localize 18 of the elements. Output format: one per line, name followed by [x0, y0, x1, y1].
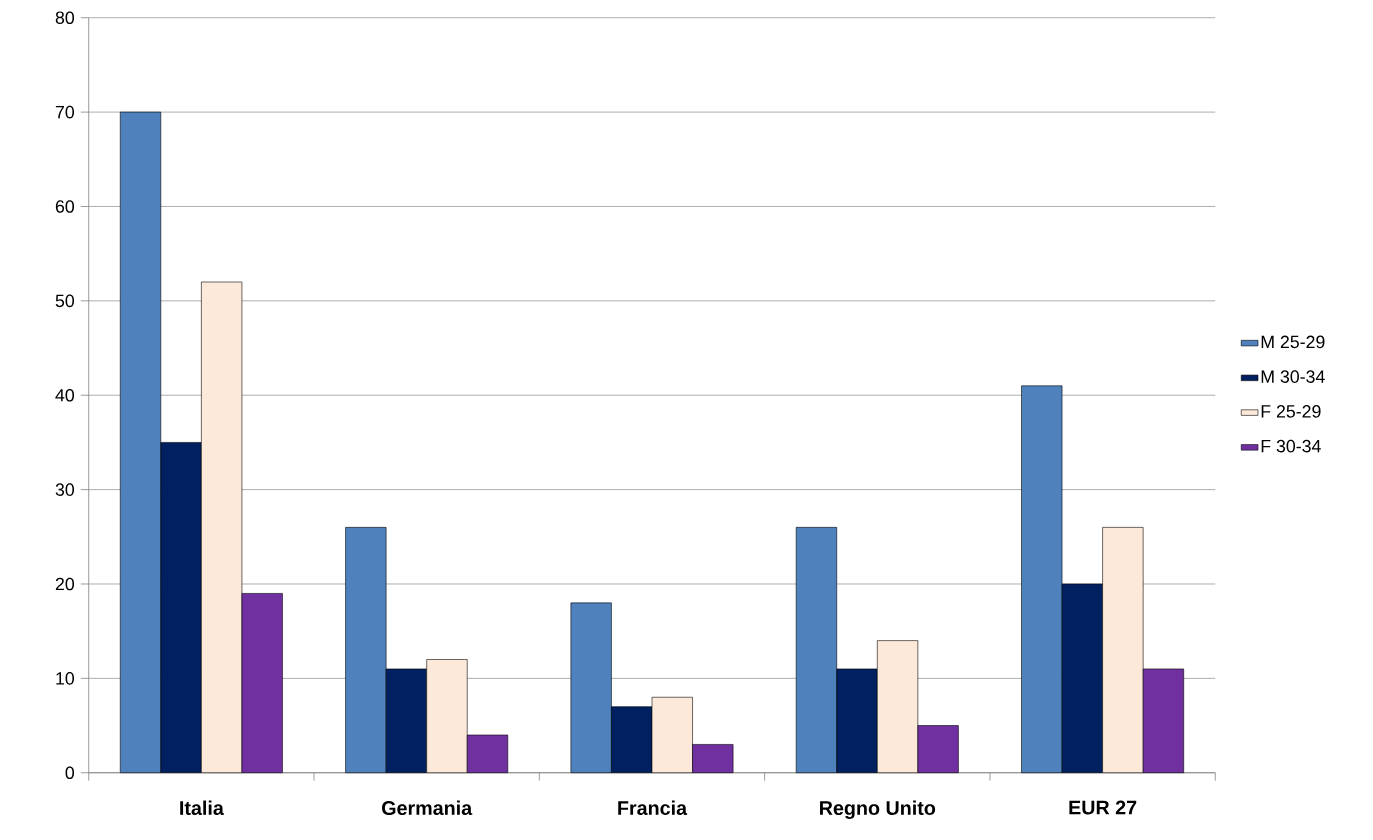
legend-label: M 25-29 [1261, 335, 1325, 349]
y-tick-label: 0 [65, 766, 75, 780]
y-tick-label: 10 [56, 672, 75, 685]
x-tick-label: Francia [618, 800, 688, 816]
y-tick-label: 70 [55, 105, 75, 119]
legend-label: F 25-29 [1261, 405, 1321, 418]
x-tick-label: Regno Unito [820, 800, 936, 820]
y-tick-label: 30 [55, 483, 75, 496]
y-tick-label: 50 [55, 294, 75, 308]
x-tick-label: Italia [180, 800, 224, 816]
x-tick-label: EUR 27 [1069, 800, 1137, 815]
y-tick-label: 80 [55, 11, 75, 25]
y-tick-label: 40 [55, 389, 75, 402]
y-tick-label: 60 [55, 200, 75, 213]
y-tick-label: 20 [55, 577, 75, 591]
x-tick-label: Germania [382, 800, 473, 816]
legend-label: M 30-34 [1261, 370, 1325, 384]
legend-label: F 30-34 [1261, 439, 1321, 453]
